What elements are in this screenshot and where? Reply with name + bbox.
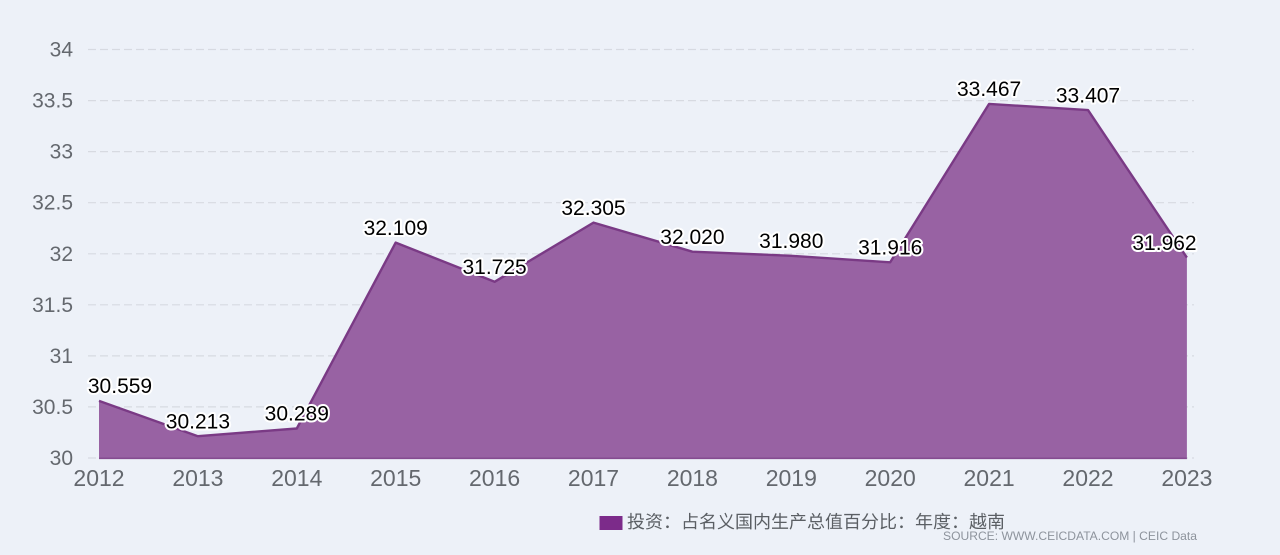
- svg-text:2019: 2019: [766, 465, 817, 491]
- svg-text:32.5: 32.5: [32, 192, 73, 215]
- svg-text:2014: 2014: [271, 465, 322, 491]
- svg-text:31.916: 31.916: [858, 237, 922, 260]
- svg-text:2021: 2021: [964, 465, 1015, 491]
- svg-text:31.725: 31.725: [462, 256, 526, 279]
- svg-text:2015: 2015: [370, 465, 421, 491]
- svg-text:30.289: 30.289: [265, 403, 329, 426]
- svg-text:2022: 2022: [1062, 465, 1113, 491]
- svg-text:SOURCE: WWW.CEICDATA.COM | CEI: SOURCE: WWW.CEICDATA.COM | CEIC Data: [943, 529, 1197, 543]
- svg-text:31.5: 31.5: [32, 294, 73, 317]
- svg-text:33: 33: [50, 141, 73, 164]
- svg-text:2016: 2016: [469, 465, 520, 491]
- svg-text:32.109: 32.109: [364, 217, 428, 240]
- svg-text:2023: 2023: [1161, 465, 1212, 491]
- svg-text:34: 34: [50, 39, 74, 62]
- svg-text:33.467: 33.467: [957, 78, 1021, 101]
- svg-text:2013: 2013: [172, 465, 223, 491]
- svg-text:30: 30: [50, 447, 73, 470]
- svg-text:2020: 2020: [865, 465, 916, 491]
- svg-text:32: 32: [50, 243, 73, 266]
- svg-text:31.980: 31.980: [759, 230, 823, 253]
- svg-text:2017: 2017: [568, 465, 619, 491]
- svg-text:33.5: 33.5: [32, 90, 73, 113]
- svg-text:33.407: 33.407: [1056, 84, 1120, 107]
- svg-text:2018: 2018: [667, 465, 718, 491]
- svg-text:31.962: 31.962: [1132, 232, 1196, 255]
- svg-text:31: 31: [50, 345, 73, 368]
- svg-text:30.213: 30.213: [166, 410, 230, 433]
- svg-text:32.305: 32.305: [561, 197, 625, 220]
- svg-text:30.559: 30.559: [88, 375, 152, 398]
- svg-text:30.5: 30.5: [32, 396, 73, 419]
- svg-text:32.020: 32.020: [660, 226, 724, 249]
- svg-text:2012: 2012: [73, 465, 124, 491]
